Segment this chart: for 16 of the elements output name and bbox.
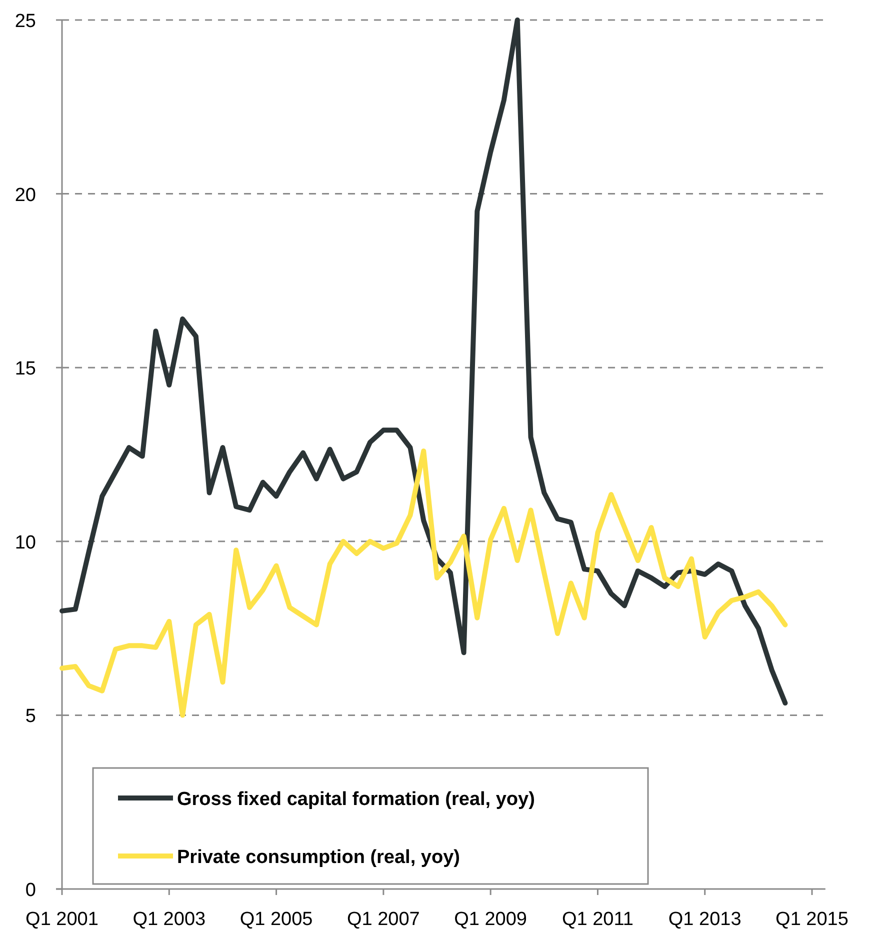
y-tick-label: 0 [25, 880, 36, 901]
x-tick-label: Q1 2015 [776, 909, 848, 930]
x-tick-label: Q1 2003 [132, 909, 206, 930]
y-tick-label: 15 [14, 358, 36, 380]
y-tick-label: 5 [25, 706, 36, 728]
y-tick-label: 20 [14, 184, 36, 206]
x-tick-label: Q1 2011 [562, 909, 634, 930]
x-tick-label: Q1 2005 [240, 909, 313, 930]
x-tick-label: Q1 2009 [454, 909, 528, 930]
x-tick-label: Q1 2001 [26, 909, 98, 930]
y-tick-label: 10 [14, 532, 36, 554]
x-tick-label: Q1 2007 [346, 909, 420, 930]
y-tick-label: 25 [14, 11, 36, 32]
legend-label: Gross fixed capital formation (real, yoy) [177, 789, 535, 810]
legend-label: Private consumption (real, yoy) [177, 847, 460, 868]
x-tick-label: Q1 2013 [668, 909, 742, 930]
